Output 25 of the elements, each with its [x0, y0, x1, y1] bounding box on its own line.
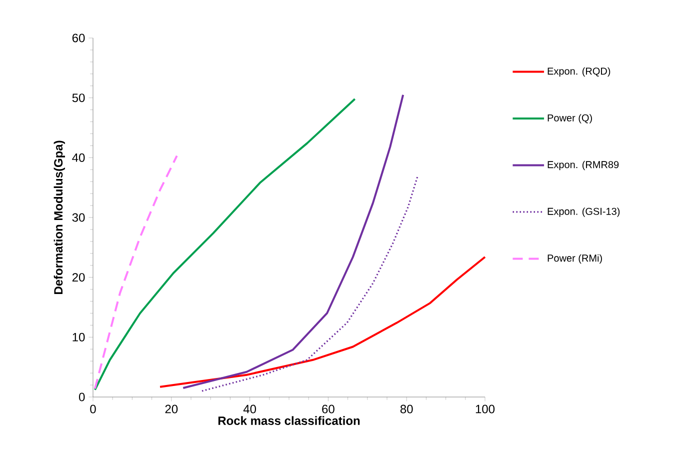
legend-label: Power (RMi) [548, 254, 602, 264]
x-tick-label: 0 [90, 404, 96, 414]
y-tick-label: 20 [72, 273, 85, 282]
x-axis-title: Rock mass classification [218, 416, 360, 425]
x-tick-label: 40 [243, 404, 256, 414]
line-series [182, 94, 404, 390]
x-tick-label: 60 [322, 404, 334, 414]
x-tick-label: 100 [476, 404, 495, 414]
line-series [201, 174, 419, 392]
y-axis-title: Deformation Modulus(Gpa) [54, 140, 65, 294]
line-series [159, 256, 486, 388]
line-series [94, 98, 356, 391]
y-tick-label: 10 [72, 332, 85, 342]
legend-label: Expon. (GSI-13) [548, 208, 620, 217]
y-tick-label: 40 [72, 153, 85, 162]
legend-label: Expon. (RMR89 [548, 160, 619, 170]
legend-label: Expon. (RQD) [548, 67, 610, 77]
x-tick-label: 80 [400, 404, 413, 414]
line-series [94, 154, 178, 390]
y-tick-label: 0 [78, 392, 85, 402]
x-tick-label: 20 [165, 404, 178, 414]
legend-label: Power (Q) [548, 114, 592, 124]
y-tick-label: 30 [72, 213, 85, 222]
y-tick-label: 60 [72, 34, 85, 42]
y-tick-label: 50 [72, 94, 85, 102]
